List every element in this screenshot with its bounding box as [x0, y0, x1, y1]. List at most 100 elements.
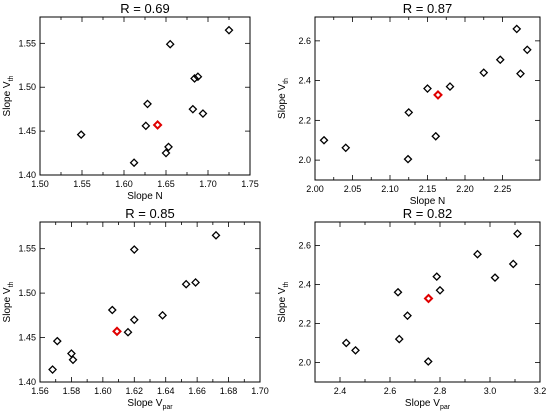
- x-tick-label: 2.20: [456, 184, 474, 194]
- x-tick-label: 1.64: [157, 386, 175, 396]
- x-tick-label: 1.66: [188, 386, 206, 396]
- x-tick-label: 1.60: [94, 386, 112, 396]
- plot-frame: [314, 16, 541, 181]
- plot-frame: [39, 221, 261, 383]
- highlighted-data-point: [152, 120, 163, 130]
- data-point: [516, 69, 525, 79]
- data-point: [351, 345, 360, 355]
- data-point: [141, 121, 151, 131]
- data-point: [129, 315, 139, 325]
- data-point: [435, 285, 445, 295]
- y-tick-label: 1.45: [18, 126, 36, 136]
- data-point: [161, 148, 171, 158]
- data-point: [224, 25, 234, 35]
- chart-panel-2: 2.00 2.05 2.10 2.15 2.20 2.25 2.0 2.2 2.4 2.6 R = …: [277, 1, 541, 207]
- data-point: [445, 82, 455, 91]
- y-tick-label: 1.45: [18, 333, 36, 343]
- data-point: [403, 311, 412, 321]
- y-tick-label: 2.6: [298, 36, 311, 46]
- x-tick-label: 1.58: [63, 386, 81, 396]
- data-point: [52, 336, 62, 346]
- x-tick-label: 2.6: [384, 386, 397, 396]
- data-point: [158, 310, 167, 320]
- plot-frame: [39, 16, 251, 176]
- y-tick-label: 2.2: [298, 318, 311, 328]
- data-point: [404, 107, 414, 117]
- data-point: [479, 68, 489, 78]
- x-tick-label: 1.70: [251, 386, 269, 396]
- chart-title: R = 0.87: [403, 1, 453, 16]
- data-point: [513, 229, 522, 239]
- data-point: [107, 305, 117, 315]
- data-point: [190, 74, 199, 83]
- x-tick-label: 1.62: [126, 386, 144, 396]
- x-tick-label: 3.2: [534, 386, 547, 396]
- data-point: [165, 39, 175, 49]
- x-tick-label: 2.05: [344, 184, 362, 194]
- x-axis-label: Slope Vpar: [405, 398, 451, 411]
- x-tick-label: 1.50: [31, 179, 49, 189]
- data-point: [319, 135, 329, 145]
- x-tick-label: 3.0: [484, 386, 497, 396]
- data-point: [431, 131, 441, 141]
- y-axis-label: Slope Vth: [2, 281, 15, 322]
- data-point: [341, 338, 351, 348]
- y-tick-label: 2.2: [298, 115, 311, 125]
- data-point: [423, 84, 432, 93]
- data-point: [67, 349, 76, 358]
- data-point: [123, 327, 133, 337]
- x-tick-label: 1.68: [220, 386, 238, 396]
- data-point: [143, 99, 152, 109]
- data-point: [129, 245, 139, 254]
- x-tick-label: 1.56: [31, 386, 49, 396]
- data-point: [76, 130, 86, 140]
- chart-panel-3: 1.56 1.58 1.60 1.62 1.64 1.66 1.68 1.70 1.40 1.45…: [2, 206, 269, 411]
- data-point: [181, 279, 191, 289]
- y-tick-label: 1.55: [18, 38, 36, 48]
- x-tick-label: 1.75: [241, 179, 259, 189]
- plot-frame: [314, 221, 541, 383]
- x-tick-label: 1.60: [115, 179, 133, 189]
- y-tick-label: 2.4: [298, 279, 311, 289]
- chart-panel-1: 1.50 1.55 1.60 1.65 1.70 1.75 1.40 1.45 1.50 1.55…: [2, 1, 259, 202]
- y-tick-label: 1.50: [18, 288, 36, 298]
- y-tick-label: 1.55: [18, 244, 36, 254]
- chart-title: R = 0.85: [125, 206, 175, 221]
- data-point: [522, 45, 532, 55]
- x-tick-label: 1.70: [199, 179, 217, 189]
- data-point: [490, 273, 500, 283]
- x-tick-label: 2.25: [494, 184, 512, 194]
- x-axis-label: Slope N: [127, 191, 163, 202]
- x-tick-label: 2.4: [334, 386, 347, 396]
- data-point: [198, 109, 208, 118]
- data-point: [193, 72, 203, 82]
- data-point: [129, 158, 139, 168]
- y-axis-label: Slope Vth: [277, 281, 290, 322]
- y-tick-label: 2.4: [298, 76, 311, 86]
- y-tick-label: 1.50: [18, 82, 36, 92]
- data-point: [495, 55, 505, 65]
- x-tick-label: 2.8: [434, 386, 447, 396]
- chart-panel-4: 2.4 2.6 2.8 3.0 3.2 2.0 2.2 2.4 2.6 R = 0.82 Slope…: [277, 206, 546, 411]
- x-tick-label: 2.00: [306, 184, 324, 194]
- data-point: [473, 249, 482, 259]
- data-point: [403, 154, 413, 164]
- y-tick-label: 2.0: [298, 357, 311, 367]
- data-point: [394, 334, 404, 344]
- x-tick-label: 1.55: [73, 179, 91, 189]
- y-tick-label: 1.40: [18, 377, 36, 387]
- data-point: [188, 104, 198, 114]
- data-point: [512, 24, 522, 34]
- x-tick-label: 2.10: [381, 184, 399, 194]
- x-tick-label: 2.15: [419, 184, 437, 194]
- x-axis-label: Slope Vpar: [127, 398, 173, 411]
- y-tick-label: 2.6: [298, 240, 311, 250]
- x-tick-label: 1.65: [157, 179, 175, 189]
- data-point: [68, 355, 78, 365]
- data-point: [341, 143, 351, 153]
- y-tick-label: 2.0: [298, 155, 311, 165]
- y-tick-label: 1.40: [18, 170, 36, 180]
- data-point: [432, 272, 442, 282]
- highlighted-data-point: [423, 293, 434, 304]
- chart-title: R = 0.69: [120, 1, 170, 16]
